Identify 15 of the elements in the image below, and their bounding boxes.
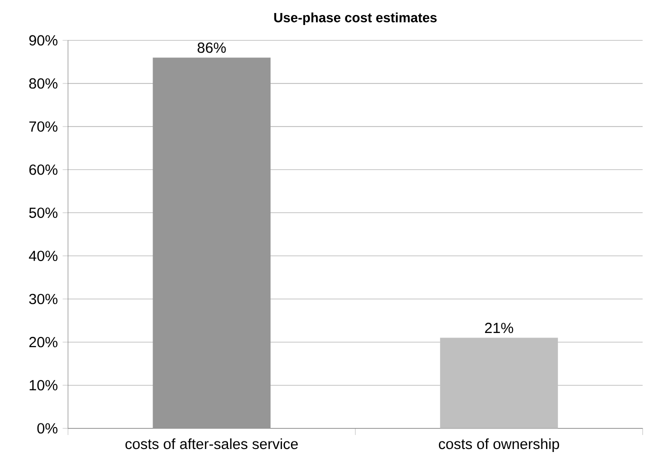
x-tick-label: costs of ownership — [438, 438, 560, 452]
y-tick-label: 0% — [37, 423, 58, 434]
y-tick-label: 90% — [29, 35, 58, 46]
y-tick-label: 60% — [29, 164, 58, 175]
x-tick-label: costs of after-sales service — [125, 438, 298, 450]
y-tick-label: 20% — [29, 336, 58, 348]
y-tick-label: 40% — [28, 250, 58, 262]
y-tick-label: 10% — [30, 380, 58, 390]
chart-title: Use-phase cost estimates — [274, 12, 437, 25]
y-tick-label: 80% — [29, 78, 58, 89]
y-tick-label: 30% — [29, 294, 58, 304]
y-tick-label: 50% — [29, 208, 58, 218]
data-label: 86% — [198, 42, 226, 53]
y-tick-label: 70% — [29, 121, 58, 132]
data-label: 21% — [485, 322, 514, 334]
